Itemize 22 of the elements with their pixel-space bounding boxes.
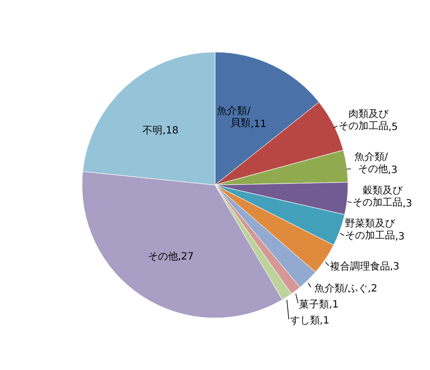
slice-label: 野菜類及びその加工品 [345,218,396,242]
slice-label: すし類 [290,314,320,326]
data-label: ,3 [402,198,412,210]
slice-label: 肉類及びその加工品 [338,108,390,132]
slice-label: 複合調理食品 [330,260,390,273]
slice-label: 魚介類/その他 [354,150,389,175]
data-label: ,1 [329,299,339,310]
data-label: ,3 [388,164,398,176]
data-label: ,11 [250,119,267,130]
data-label: ,18 [162,125,178,136]
data-label: ,27 [178,252,194,263]
slice-label: 魚介類/貝類 [217,105,252,130]
data-label: ,3 [395,232,405,243]
slice-label: 菓子類 [299,298,330,310]
data-label: ,5 [388,122,398,133]
slice-label: 魚介類/ふぐ [314,282,368,294]
slice-label: その他 [148,250,178,263]
data-label: ,3 [390,262,400,273]
data-label: ,2 [368,283,378,294]
slice-label: 不明 [142,125,163,136]
slice-label: 穀類及びその加工品 [352,184,404,209]
data-label: ,1 [320,315,330,326]
